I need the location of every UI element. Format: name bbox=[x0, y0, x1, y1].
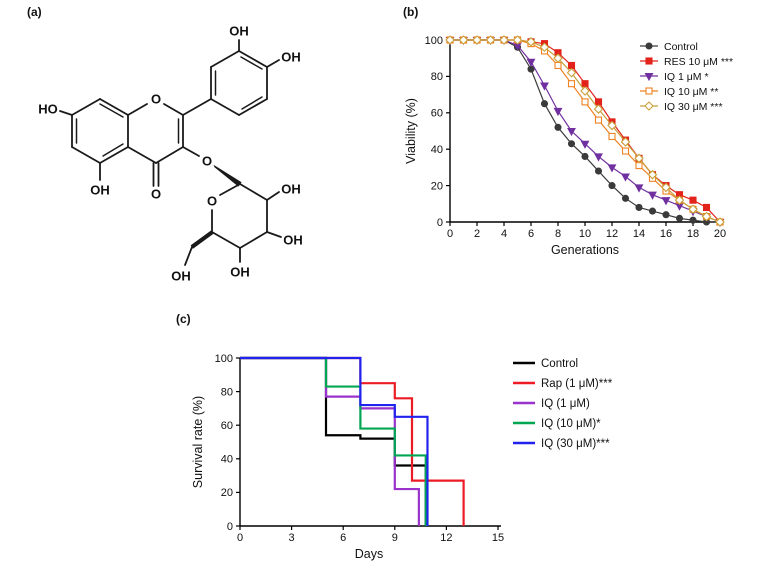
svg-text:4: 4 bbox=[501, 228, 507, 240]
svg-text:OH: OH bbox=[230, 264, 250, 279]
svg-text:RES 10 μM ***: RES 10 μM *** bbox=[664, 56, 733, 68]
svg-text:Control: Control bbox=[541, 358, 578, 370]
svg-text:20: 20 bbox=[431, 180, 443, 192]
svg-text:15: 15 bbox=[492, 532, 504, 544]
svg-text:O: O bbox=[202, 153, 212, 168]
svg-text:80: 80 bbox=[431, 71, 443, 83]
panel-c-label: (c) bbox=[176, 312, 191, 326]
svg-text:OH: OH bbox=[281, 49, 301, 64]
svg-text:Generations: Generations bbox=[551, 243, 619, 257]
svg-text:IQ (1 μM): IQ (1 μM) bbox=[541, 398, 590, 410]
svg-text:OH: OH bbox=[283, 232, 303, 247]
svg-text:60: 60 bbox=[431, 108, 443, 120]
panel-b-label: (b) bbox=[403, 5, 419, 19]
svg-text:20: 20 bbox=[714, 228, 726, 240]
svg-text:IQ 30 μM ***: IQ 30 μM *** bbox=[664, 101, 723, 113]
svg-text:OH: OH bbox=[229, 23, 249, 38]
svg-text:40: 40 bbox=[431, 144, 443, 156]
svg-text:14: 14 bbox=[633, 228, 645, 240]
svg-text:8: 8 bbox=[555, 228, 561, 240]
svg-text:100: 100 bbox=[425, 35, 443, 47]
svg-text:0: 0 bbox=[447, 228, 453, 240]
svg-text:40: 40 bbox=[221, 454, 233, 466]
svg-text:OH: OH bbox=[281, 181, 301, 196]
svg-text:Survival rate (%): Survival rate (%) bbox=[191, 396, 205, 488]
svg-text:16: 16 bbox=[660, 228, 672, 240]
svg-text:6: 6 bbox=[528, 228, 534, 240]
structure-bonds bbox=[59, 39, 282, 266]
viability-chart: 0 2 4 6 8 10 12 14 16 18 20 0 20 40 60 80 100 Generations… bbox=[404, 35, 733, 257]
svg-text:Days: Days bbox=[355, 547, 383, 561]
svg-text:3: 3 bbox=[289, 532, 295, 544]
svg-text:2: 2 bbox=[474, 228, 480, 240]
svg-text:0: 0 bbox=[237, 532, 243, 544]
svg-text:0: 0 bbox=[227, 521, 233, 533]
svg-text:9: 9 bbox=[392, 532, 398, 544]
svg-text:OH: OH bbox=[171, 268, 191, 283]
svg-text:O: O bbox=[207, 193, 217, 208]
svg-text:Rap (1 μM)***: Rap (1 μM)*** bbox=[541, 378, 613, 390]
survival-chart: 0 3 6 9 12 15 0 20 40 60 80 100 Days Survival rate (%… bbox=[191, 353, 613, 561]
svg-text:60: 60 bbox=[221, 420, 233, 432]
svg-text:12: 12 bbox=[606, 228, 618, 240]
svg-text:20: 20 bbox=[221, 487, 233, 499]
svg-text:Viability (%): Viability (%) bbox=[404, 98, 418, 164]
chemical-structure: HO OH O O OH OH O O OH OH OH OH bbox=[38, 23, 303, 283]
svg-text:OH: OH bbox=[90, 182, 110, 197]
svg-text:80: 80 bbox=[221, 386, 233, 398]
svg-text:10: 10 bbox=[579, 228, 591, 240]
svg-text:IQ (30 μM)***: IQ (30 μM)*** bbox=[541, 438, 610, 450]
svg-text:IQ 10 μM **: IQ 10 μM ** bbox=[664, 86, 718, 98]
svg-text:12: 12 bbox=[440, 532, 452, 544]
svg-text:100: 100 bbox=[215, 353, 233, 365]
svg-text:6: 6 bbox=[340, 532, 346, 544]
svg-text:O: O bbox=[151, 91, 161, 106]
structure-atom-labels: HO OH O O OH OH O O OH OH OH OH bbox=[38, 23, 303, 283]
svg-text:IQ 1 μM *: IQ 1 μM * bbox=[664, 71, 709, 83]
svg-text:IQ (10 μM)*: IQ (10 μM)* bbox=[541, 418, 601, 430]
panel-a-label: (a) bbox=[27, 5, 42, 19]
svg-text:0: 0 bbox=[437, 217, 443, 229]
svg-text:O: O bbox=[151, 186, 161, 201]
svg-text:Control: Control bbox=[664, 41, 698, 53]
svg-text:HO: HO bbox=[38, 101, 58, 116]
svg-text:18: 18 bbox=[687, 228, 699, 240]
